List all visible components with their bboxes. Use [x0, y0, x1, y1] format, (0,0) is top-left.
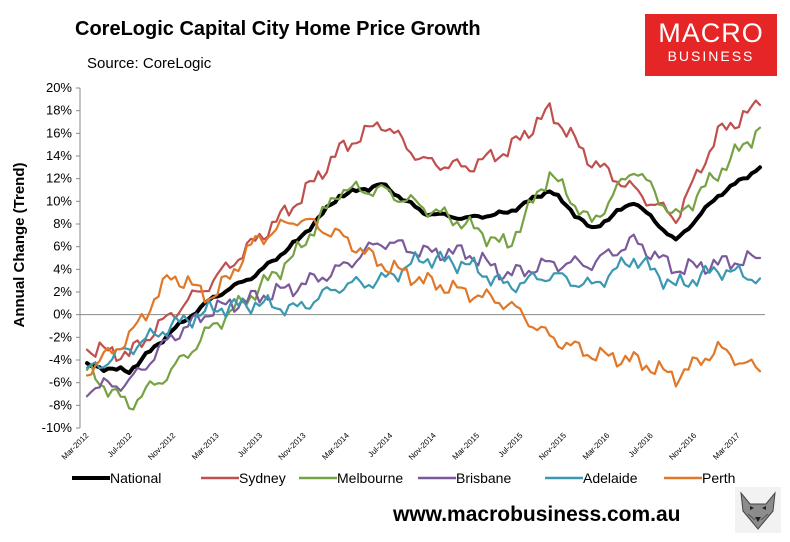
x-tick-label: Jul-2013: [236, 431, 264, 459]
x-tick-label: Mar-2017: [711, 431, 742, 462]
legend-label-melbourne: Melbourne: [337, 470, 403, 486]
legend-label-sydney: Sydney: [239, 470, 286, 486]
series-line-melbourne: [85, 126, 762, 411]
logo-line2: BUSINESS: [667, 48, 755, 64]
legend: National Sydney Melbourne Brisbane Adelaide P…: [72, 470, 735, 486]
y-tick-label: 0%: [53, 307, 72, 322]
x-tick-label: Mar-2013: [190, 431, 221, 462]
legend-label-perth: Perth: [702, 470, 735, 486]
x-tick-label: Jul-2016: [627, 431, 655, 459]
y-tick-label: 10%: [46, 193, 72, 208]
x-tick-label: Jul-2014: [366, 431, 394, 459]
series-line-brisbane: [85, 233, 762, 398]
chart-title: CoreLogic Capital City Home Price Growth: [75, 18, 481, 40]
y-tick-label: -8%: [49, 397, 73, 412]
y-axis-label: Annual Change (Trend): [11, 162, 28, 327]
wolf-icon: [735, 487, 781, 533]
website-url: www.macrobusiness.com.au: [393, 503, 681, 526]
legend-label-brisbane: Brisbane: [456, 470, 511, 486]
chart-subtitle: Source: CoreLogic: [87, 55, 212, 72]
x-tick-label: Nov-2014: [407, 431, 438, 462]
x-tick-label: Nov-2016: [667, 431, 698, 462]
y-tick-label: -10%: [42, 420, 73, 435]
x-tick-label: Mar-2012: [60, 431, 91, 462]
x-tick-label: Mar-2015: [451, 431, 482, 462]
x-tick-label: Nov-2015: [537, 431, 568, 462]
legend-label-adelaide: Adelaide: [583, 470, 638, 486]
y-tick-label: 16%: [46, 125, 72, 140]
series-line-sydney: [85, 99, 762, 362]
y-tick-label: -4%: [49, 352, 73, 367]
x-tick-label: Mar-2014: [320, 431, 351, 462]
logo-line1: MACRO: [658, 18, 764, 48]
x-tick-label: Nov-2013: [277, 431, 308, 462]
y-tick-label: -6%: [49, 375, 73, 390]
series-line-adelaide: [85, 250, 762, 370]
y-tick-label: 20%: [46, 80, 72, 95]
y-axis: -10% -8% -6% -4% -2% 0% 2% 4% 6% 8% 10% 12% 14% 16% 18…: [42, 80, 81, 435]
x-tick-label: Jul-2012: [106, 431, 134, 459]
series-line-perth: [85, 217, 762, 388]
y-tick-label: 14%: [46, 148, 72, 163]
series-lines: [85, 99, 762, 411]
y-tick-label: 4%: [53, 261, 72, 276]
y-tick-label: 6%: [53, 239, 72, 254]
x-tick-label: Jul-2015: [497, 431, 525, 459]
legend-label-national: National: [110, 470, 161, 486]
series-line-national: [85, 165, 762, 375]
y-tick-label: -2%: [49, 329, 73, 344]
y-tick-label: 8%: [53, 216, 72, 231]
y-tick-label: 2%: [53, 284, 72, 299]
x-tick-label: Mar-2016: [581, 431, 612, 462]
y-tick-label: 12%: [46, 171, 72, 186]
y-tick-label: 18%: [46, 103, 72, 118]
x-tick-label: Nov-2012: [146, 431, 177, 462]
macrobusiness-logo: MACRO BUSINESS: [645, 14, 777, 76]
